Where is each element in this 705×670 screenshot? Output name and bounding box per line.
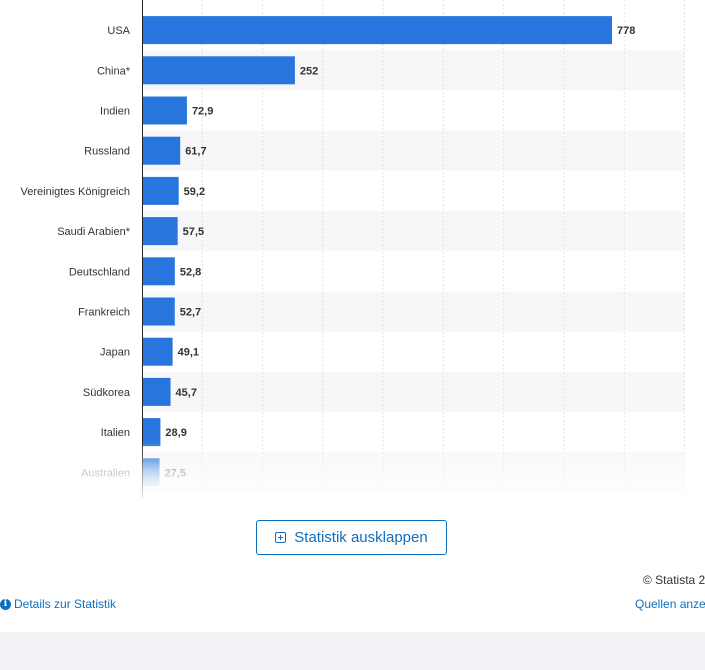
chart-card: USA 778 China* 252 Indien 72,9 Russland 61,7 Ver… — [0, 0, 705, 632]
category-label: China* — [97, 65, 131, 77]
bar — [143, 217, 178, 246]
row-stripe — [142, 130, 685, 171]
category-label: Japan — [100, 347, 130, 359]
value-label: 252 — [300, 65, 318, 77]
value-label: 45,7 — [176, 387, 197, 399]
row-stripe — [142, 291, 685, 332]
bar — [143, 176, 179, 205]
value-label: 72,9 — [192, 106, 213, 118]
value-label: 61,7 — [185, 146, 206, 158]
bar — [143, 458, 160, 487]
value-label: 778 — [617, 25, 635, 37]
bar — [143, 56, 295, 85]
category-label: USA — [107, 25, 130, 37]
category-label: Saudi Arabien* — [57, 226, 130, 238]
expand-statistic-label: Statistik ausklappen — [294, 529, 428, 546]
value-label: 52,7 — [180, 307, 201, 319]
bar — [143, 337, 173, 366]
category-label: Deutschland — [69, 266, 130, 278]
category-label: Indien — [100, 106, 130, 118]
bar — [143, 377, 171, 406]
info-icon: i — [0, 598, 11, 610]
details-label: Details zur Statistik — [14, 597, 117, 611]
value-label: 28,9 — [165, 427, 186, 439]
copyright-text: © Statista 2 — [643, 573, 705, 587]
bar — [143, 96, 187, 125]
bar — [143, 136, 181, 165]
bar — [143, 257, 175, 286]
category-label: Frankreich — [78, 307, 130, 319]
category-label: Russland — [84, 146, 130, 158]
row-stripe — [142, 211, 685, 252]
value-label: 57,5 — [183, 226, 204, 238]
category-label: Vereinigtes Königreich — [21, 186, 130, 198]
category-label: Italien — [101, 427, 130, 439]
bar — [143, 297, 175, 326]
value-label: 27,5 — [165, 467, 186, 479]
bar — [143, 418, 161, 447]
value-label: 52,8 — [180, 266, 201, 278]
bar — [143, 16, 612, 45]
sources-link[interactable]: Quellen anze — [635, 597, 705, 611]
value-label: 49,1 — [178, 347, 199, 359]
details-link[interactable]: i Details zur Statistik — [0, 597, 116, 611]
category-label: Australien — [81, 467, 130, 479]
category-label: Südkorea — [83, 387, 131, 399]
plus-square-icon — [275, 532, 287, 543]
bar-chart: USA 778 China* 252 Indien 72,9 Russland 61,7 Ver… — [21, 0, 686, 499]
value-label: 59,2 — [184, 186, 205, 198]
row-stripe — [142, 452, 685, 493]
row-stripe — [142, 371, 685, 412]
expand-statistic-button[interactable]: Statistik ausklappen — [256, 520, 447, 555]
